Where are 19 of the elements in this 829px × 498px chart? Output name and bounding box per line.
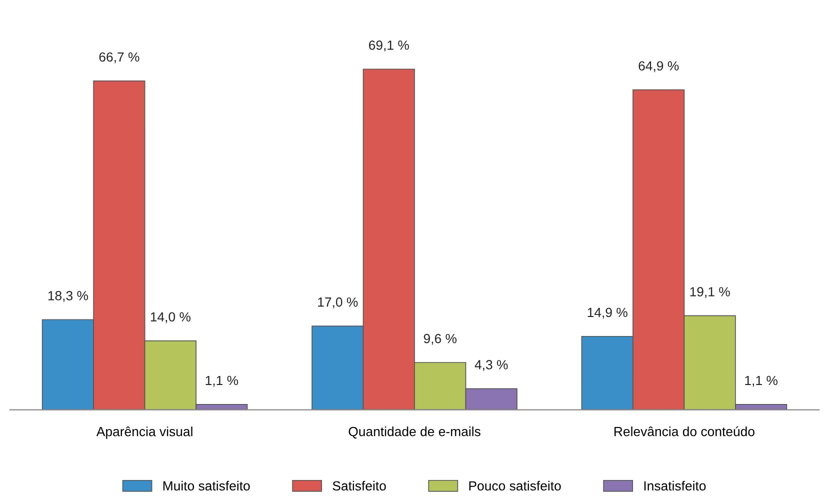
x-tick-label: Relevância do conteúdo xyxy=(614,426,754,436)
legend-label: Pouco satisfeito xyxy=(469,480,561,491)
data-label: 18,3 % xyxy=(48,290,88,302)
data-label: 17,0 % xyxy=(318,297,358,308)
data-label: 19,1 % xyxy=(690,287,730,298)
data-label: 1,1 % xyxy=(745,376,778,387)
data-label: 4,3 % xyxy=(474,360,508,371)
legend-label: Insatisfeito xyxy=(644,480,706,491)
data-label: 69,1 % xyxy=(369,40,409,52)
data-label: 14,9 % xyxy=(588,308,628,319)
legend-label: Satisfeito xyxy=(332,480,386,491)
legend-label: Muito satisfeito xyxy=(163,480,250,491)
x-tick-label: Aparência visual xyxy=(96,426,192,439)
data-label: 66,7 % xyxy=(99,52,140,64)
data-label: 9,6 % xyxy=(424,334,457,345)
data-label: 1,1 % xyxy=(206,376,238,387)
x-tick-label: Quantidade de e-mails xyxy=(348,426,480,439)
data-label: 64,9 % xyxy=(638,61,679,72)
data-label: 14,0 % xyxy=(150,312,190,324)
